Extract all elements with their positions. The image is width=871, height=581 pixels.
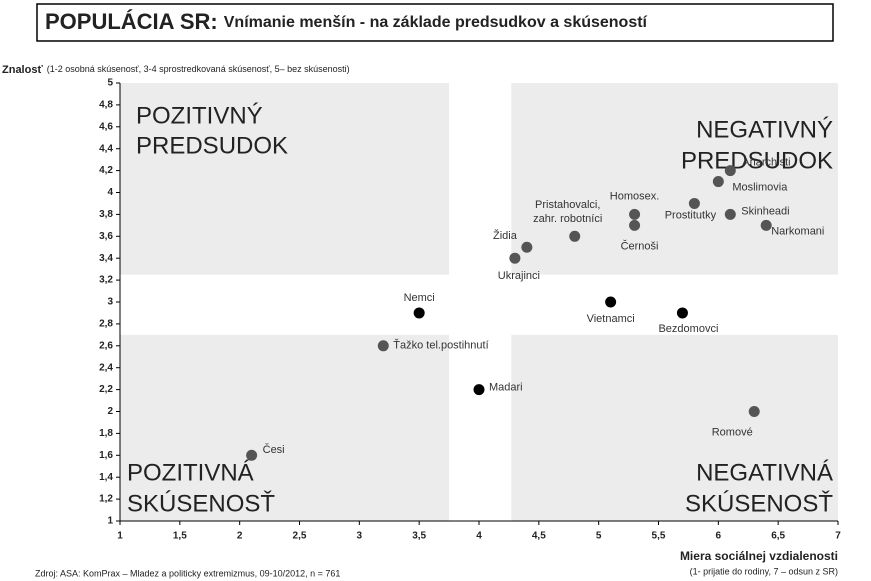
quadrant-label: PREDSUDOK xyxy=(136,132,288,159)
point xyxy=(676,307,688,319)
y-tick-label: 3,2 xyxy=(99,275,113,286)
x-tick-label: 5,5 xyxy=(652,531,666,542)
x-axis-note: (1- prijatie do rodiny, 7 – odsun z SR) xyxy=(690,566,838,576)
y-tick-label: 1,2 xyxy=(99,494,113,505)
point-label: Pristahovalci, xyxy=(535,199,600,211)
x-tick-label: 2 xyxy=(237,531,243,542)
point xyxy=(748,406,760,417)
y-tick-label: 4,6 xyxy=(99,121,113,132)
point xyxy=(724,165,736,177)
quadrant xyxy=(511,83,838,275)
y-tick-label: 1,6 xyxy=(99,450,113,461)
point-label: Česi xyxy=(263,443,285,456)
point xyxy=(473,384,485,396)
y-tick-label: 4,4 xyxy=(99,143,113,154)
point xyxy=(688,197,700,209)
x-tick-label: 3,5 xyxy=(412,531,426,542)
quadrant-label: SKÚSENOSŤ xyxy=(127,490,275,517)
point xyxy=(724,208,736,220)
y-axis-note: (1-2 osobná skúsenosť, 3-4 sprostredkova… xyxy=(47,64,350,74)
point-label: Ukrajinci xyxy=(498,270,540,282)
x-tick-label: 1 xyxy=(117,531,123,542)
quadrant-label: NEGATIVNÝ xyxy=(696,116,833,143)
point xyxy=(569,230,581,242)
x-tick-label: 6 xyxy=(716,531,722,542)
point xyxy=(509,252,521,264)
y-tick-label: 4,8 xyxy=(99,100,113,111)
point xyxy=(629,208,641,220)
x-tick-label: 5 xyxy=(596,531,602,542)
point-label: Romové xyxy=(712,426,753,438)
point-label: Černoši xyxy=(621,239,659,252)
y-tick-label: 4,2 xyxy=(99,165,113,176)
point-label: Skinheadi xyxy=(741,205,789,217)
x-tick-label: 4 xyxy=(476,531,482,542)
x-tick-label: 3 xyxy=(357,531,363,542)
y-tick-label: 2,8 xyxy=(99,319,113,330)
y-tick-label: 2 xyxy=(107,406,113,417)
quadrant xyxy=(511,334,838,521)
point-label: Nemci xyxy=(404,292,435,304)
quadrant-label: SKÚSENOSŤ xyxy=(685,490,833,517)
quadrant-label: PREDSUDOK xyxy=(681,147,833,174)
y-tick-label: 1,8 xyxy=(99,428,113,439)
y-axis-label-line: Znalosť (1-2 osobná skúsenosť, 3-4 sprost… xyxy=(2,64,350,76)
point-label: Vietnamci xyxy=(587,313,635,325)
quadrant-label: POZITIVNÝ xyxy=(136,102,263,129)
point-label: Bezdomovci xyxy=(658,323,718,335)
x-tick-label: 6,5 xyxy=(771,531,785,542)
point xyxy=(629,219,641,231)
point-label: Ťažko tel.postihnutí xyxy=(393,339,488,352)
chart-title-line: POPULÁCIA SR: Vnímanie menšín - na základ… xyxy=(45,9,648,34)
point xyxy=(605,296,617,308)
point xyxy=(377,340,389,352)
quadrant-label: POZITIVNÁ xyxy=(127,459,254,486)
y-tick-label: 2,2 xyxy=(99,384,113,395)
source: Zdroj: ASA: KomPrax – Mladez a politicky… xyxy=(35,568,340,578)
point xyxy=(712,176,724,188)
x-axis-label: Miera sociálnej vzdialenosti xyxy=(680,549,838,563)
point-label: Moslimovia xyxy=(732,181,788,193)
point-label: Anarchisti xyxy=(742,157,790,169)
point-label: Prostitutky xyxy=(665,209,717,221)
y-tick-label: 2,6 xyxy=(99,340,113,351)
y-tick-label: 5 xyxy=(107,78,113,89)
y-tick-label: 3,4 xyxy=(99,253,113,264)
y-tick-label: 3 xyxy=(107,297,113,308)
y-tick-label: 2,4 xyxy=(99,362,113,373)
point xyxy=(760,219,772,231)
y-tick-label: 4 xyxy=(107,187,113,198)
point-label: Homosex. xyxy=(610,190,660,202)
quadrant xyxy=(120,83,450,275)
x-tick-label: 1,5 xyxy=(173,531,187,542)
quadrant xyxy=(120,334,450,521)
y-tick-label: 1 xyxy=(107,516,113,527)
y-tick-label: 1,4 xyxy=(99,472,113,483)
y-tick-label: 3,6 xyxy=(99,231,113,242)
point xyxy=(521,241,533,253)
y-axis-label: Znalosť xyxy=(2,64,43,76)
point-label: Židia xyxy=(493,229,518,242)
point-label: Narkomani xyxy=(771,225,824,237)
title-box xyxy=(36,3,834,42)
chart-title: POPULÁCIA SR: xyxy=(45,9,218,34)
y-tick-label: 3,8 xyxy=(99,209,113,220)
point-label: Madari xyxy=(489,382,523,394)
x-tick-label: 4,5 xyxy=(532,531,546,542)
chart-subtitle: Vnímanie menšín - na základe predsudkov … xyxy=(224,14,648,31)
x-tick-label: 7 xyxy=(835,531,841,542)
quadrant-label: NEGATIVNÁ xyxy=(696,459,833,486)
point-label: zahr. robotníci xyxy=(533,213,602,225)
point xyxy=(413,307,425,319)
point xyxy=(246,449,258,461)
x-tick-label: 2,5 xyxy=(293,531,307,542)
